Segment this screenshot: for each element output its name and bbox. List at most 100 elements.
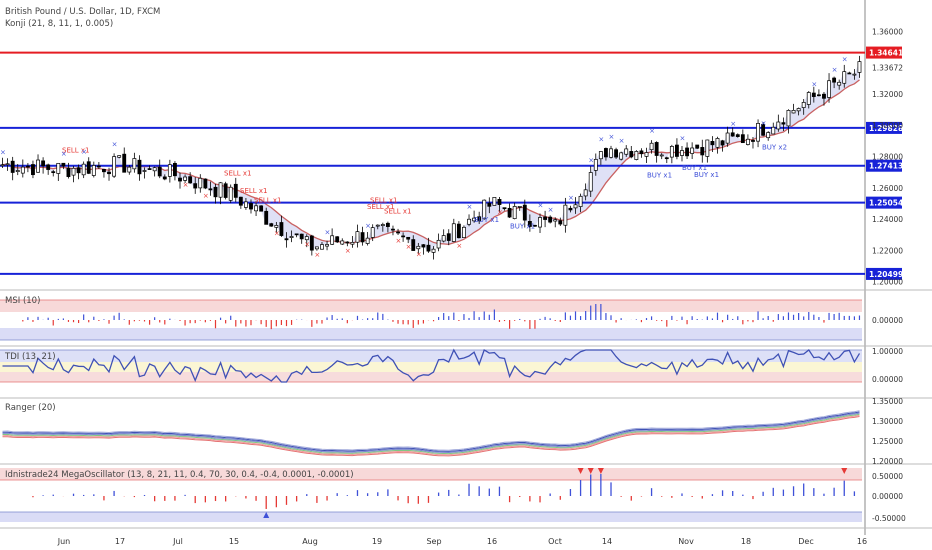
time-tick-label: 14 xyxy=(602,537,612,546)
candle-body xyxy=(167,164,172,177)
price-tick-label: 1.30000 xyxy=(872,121,903,130)
tdi-tick-label: 1.00000 xyxy=(872,347,903,356)
candle-body xyxy=(193,183,198,189)
candle-body xyxy=(477,216,482,222)
time-tick-label: Jul xyxy=(172,537,183,546)
candle-body xyxy=(117,155,122,158)
candle-body xyxy=(147,168,152,170)
mega-upper-band xyxy=(0,468,862,480)
candle-body xyxy=(629,151,634,158)
signal-x-marker: × xyxy=(609,133,615,141)
candle-body xyxy=(76,167,81,174)
candle-body xyxy=(827,80,831,98)
sell-signal-label: SELL x1 xyxy=(62,146,90,154)
ranger-tick-label: 1.30000 xyxy=(872,417,903,426)
candle-body xyxy=(152,167,157,172)
level-price-label: 1.34641 xyxy=(869,49,903,58)
msi-label[interactable]: MSI (10) xyxy=(5,296,40,306)
time-tick-label: 17 xyxy=(115,537,125,546)
level-price-tag xyxy=(866,121,902,134)
candle-body xyxy=(238,196,243,206)
time-tick-label: Jun xyxy=(57,537,71,546)
candle-body xyxy=(740,134,745,144)
candlesticks xyxy=(0,55,862,260)
candle-body xyxy=(132,158,137,170)
candle-body xyxy=(81,163,86,176)
candle-body xyxy=(593,158,598,171)
msi-tick-label: 0.00000 xyxy=(872,316,903,325)
candle-body xyxy=(685,147,689,157)
mega-label[interactable]: Idnistrade24 MegaOscillator (13, 8, 21, … xyxy=(5,470,354,480)
indicator-konji-label[interactable]: Konji (21, 8, 11, 1, 0.005) xyxy=(5,19,113,29)
candle-body xyxy=(446,233,451,241)
signal-x-marker: × xyxy=(304,241,310,249)
ranger-label[interactable]: Ranger (20) xyxy=(5,403,56,413)
candle-body xyxy=(91,165,96,176)
candle-body xyxy=(756,122,760,142)
candle-body xyxy=(5,163,10,166)
chart-title[interactable]: British Pound / U.S. Dollar, 1D, FXCM xyxy=(5,7,160,17)
level-price-label: 1.27413 xyxy=(869,162,903,171)
candle-body xyxy=(0,164,5,167)
candle-body xyxy=(20,166,25,174)
signal-x-marker: × xyxy=(0,149,6,157)
signal-x-marker: × xyxy=(598,135,604,143)
candle-body xyxy=(375,224,380,227)
candle-body xyxy=(837,81,842,86)
candle-body xyxy=(796,108,801,112)
candle-body xyxy=(391,228,395,231)
candle-body xyxy=(426,244,431,252)
level-price-label: 1.20499 xyxy=(869,270,903,279)
signal-x-marker: × xyxy=(396,237,402,245)
price-tick-label: 1.33672 xyxy=(872,64,903,73)
candle-body xyxy=(142,170,147,172)
candle-body xyxy=(558,220,563,225)
candle-body xyxy=(254,205,258,212)
candle-body xyxy=(431,248,436,253)
signal-x-marker: × xyxy=(619,137,625,145)
candle-body xyxy=(330,235,335,245)
candle-body xyxy=(112,156,117,177)
tdi-pane xyxy=(0,348,862,383)
price-tick-label: 1.20000 xyxy=(872,278,903,287)
price-tick-label: 1.28000 xyxy=(872,153,903,162)
candle-body xyxy=(588,172,593,192)
price-axis-ticks: 1.36000 1.33672 1.32000 1.30000 1.28000 1.260… xyxy=(872,27,903,286)
ranger-line xyxy=(2,412,860,454)
candle-body xyxy=(832,77,837,83)
candle-body xyxy=(609,148,613,158)
candle-body xyxy=(15,170,20,173)
candle-body xyxy=(669,146,674,158)
candle-body xyxy=(822,93,826,99)
price-tick-label: 1.32000 xyxy=(872,90,903,99)
candle-body xyxy=(568,207,573,211)
tdi-label[interactable]: TDI (13, 21) xyxy=(4,352,56,362)
candle-body xyxy=(56,162,61,174)
mega-sell-triangle xyxy=(577,468,584,474)
signal-x-marker: × xyxy=(406,243,412,251)
signal-x-marker: × xyxy=(538,201,544,209)
mega-tick-label: 0.50000 xyxy=(872,472,903,481)
ranger-tick-label: 1.25000 xyxy=(872,437,903,446)
signal-x-marker: × xyxy=(467,203,473,211)
candle-body xyxy=(421,244,426,248)
candle-body xyxy=(502,207,507,210)
candle-body xyxy=(791,109,796,114)
candle-body xyxy=(355,231,360,243)
candle-body xyxy=(218,182,223,198)
ranger-line xyxy=(2,414,860,456)
candle-body xyxy=(183,176,187,181)
signal-x-marker: × xyxy=(730,120,736,128)
candle-body xyxy=(720,140,725,146)
candle-body xyxy=(492,197,497,206)
time-tick-label: 16 xyxy=(857,537,867,546)
signal-x-marker: × xyxy=(274,229,280,237)
signal-x-marker: × xyxy=(365,222,371,230)
candle-body xyxy=(801,102,806,108)
price-tick-label: 1.24000 xyxy=(872,215,903,224)
candle-body xyxy=(538,217,542,228)
ranger-tick-label: 1.20000 xyxy=(872,457,903,466)
